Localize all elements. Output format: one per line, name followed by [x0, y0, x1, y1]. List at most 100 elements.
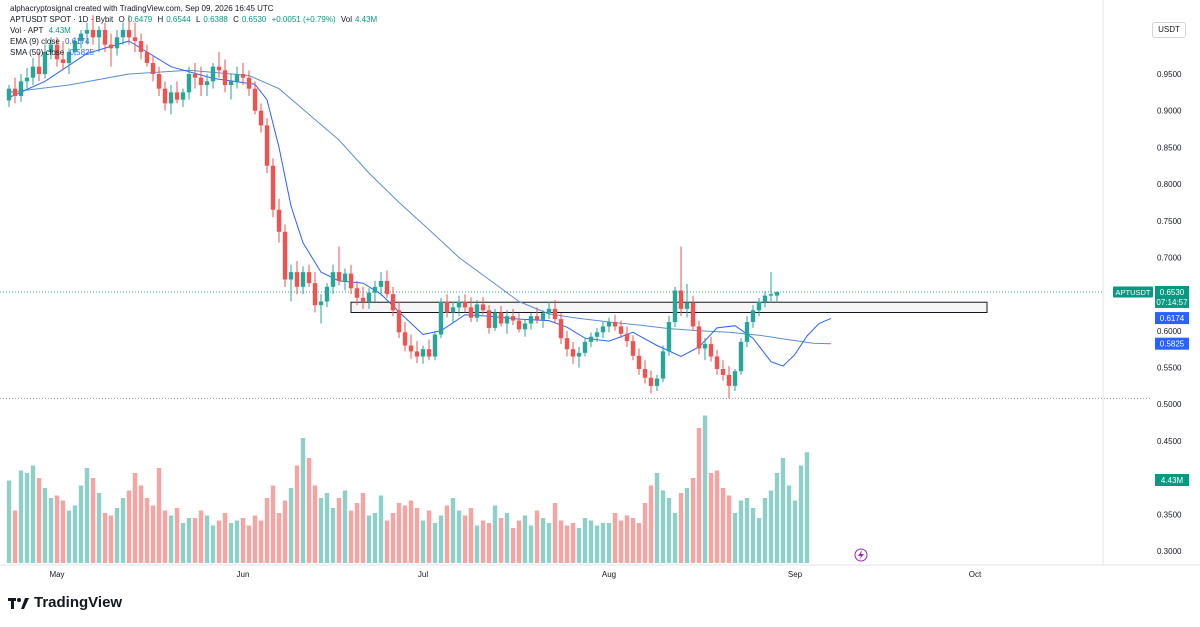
- candle-body: [726, 374, 732, 386]
- volume-bar: [354, 503, 360, 563]
- volume-bar: [702, 415, 708, 563]
- volume-legend[interactable]: Vol · APT 4.43M: [10, 25, 74, 36]
- credit-text: alphacryptosignal created with TradingVi…: [10, 4, 274, 13]
- candle-body: [564, 338, 570, 350]
- candle-body: [756, 301, 762, 311]
- volume-bar: [264, 498, 270, 563]
- candle-body: [330, 272, 336, 287]
- volume-bar: [396, 503, 402, 563]
- volume-bar: [618, 520, 624, 563]
- volume-bar: [168, 515, 174, 563]
- volume-bar: [198, 510, 204, 563]
- candle-body: [744, 322, 750, 342]
- volume-bar: [576, 528, 582, 563]
- sma-legend[interactable]: SMA (50) close 0.5825: [10, 47, 97, 58]
- chart-credit: alphacryptosignal created with TradingVi…: [10, 3, 277, 14]
- candle-body: [240, 74, 246, 78]
- candle-body: [426, 349, 432, 357]
- volume-bar: [222, 513, 228, 563]
- time-tick-label: Jul: [418, 570, 428, 579]
- candle-body: [6, 88, 12, 101]
- candle-body: [768, 294, 774, 296]
- volume-bar: [210, 525, 216, 563]
- candle-body: [690, 302, 696, 327]
- open-value: 0.6479: [127, 15, 153, 24]
- last-price-label: 0.6530: [1160, 288, 1185, 297]
- volume-indicator-name[interactable]: Vol · APT: [10, 26, 44, 35]
- volume-bar: [114, 508, 120, 563]
- volume-bar: [12, 510, 18, 563]
- candle-body: [474, 304, 480, 318]
- candle-body: [438, 301, 444, 335]
- volume-badge-bg: [1155, 474, 1189, 486]
- volume-bar: [720, 488, 726, 563]
- candle-body: [336, 272, 342, 281]
- volume-bar: [72, 505, 78, 563]
- candle-body: [606, 322, 612, 327]
- candle-body: [534, 316, 540, 320]
- volume-bar: [666, 498, 672, 563]
- volume-bar: [600, 523, 606, 563]
- close-value: 0.6530: [241, 15, 267, 24]
- candle-body: [402, 332, 408, 346]
- candle-body: [252, 88, 258, 111]
- price-tick-label: 0.9500: [1157, 70, 1182, 79]
- candle-body: [486, 310, 492, 328]
- candle-body: [468, 307, 474, 318]
- candle-body: [216, 66, 222, 71]
- low-label: L: [195, 15, 201, 24]
- candle-body: [456, 301, 462, 308]
- candle-body: [36, 66, 42, 74]
- candle-body: [480, 304, 486, 311]
- volume-bar: [708, 473, 714, 563]
- candle-body: [540, 313, 546, 320]
- volume-bar: [456, 510, 462, 563]
- ema-legend[interactable]: EMA (9) close 0.6174: [10, 36, 93, 47]
- volume-bar: [690, 478, 696, 563]
- volume-bar: [522, 515, 528, 563]
- volume-bar: [318, 498, 324, 563]
- candle-body: [120, 29, 126, 38]
- volume-bar: [792, 500, 798, 563]
- symbol-name[interactable]: APTUSDT SPOT · 1D · Bybit: [10, 15, 114, 24]
- candle-body: [648, 377, 654, 386]
- volume-bar: [282, 500, 288, 563]
- candle-body: [138, 40, 144, 52]
- price-tick-label: 0.8000: [1157, 180, 1182, 189]
- sma-indicator-name[interactable]: SMA (50) close: [10, 48, 65, 57]
- ema-indicator-name[interactable]: EMA (9) close: [10, 37, 60, 46]
- candle-body: [312, 283, 318, 306]
- volume-bar: [228, 523, 234, 563]
- volume-bar: [204, 515, 210, 563]
- volume-bar: [594, 525, 600, 563]
- tradingview-logo-text: TradingView: [34, 594, 123, 611]
- currency-button[interactable]: USDT: [1152, 22, 1186, 38]
- volume-bar: [120, 498, 126, 563]
- candle-body: [444, 301, 450, 313]
- candle-body: [432, 334, 438, 357]
- volume-bar: [90, 478, 96, 563]
- volume-bar: [360, 493, 366, 563]
- volume-bar: [588, 520, 594, 563]
- volume-bar: [102, 513, 108, 563]
- volume-bar: [750, 508, 756, 563]
- candle-body: [684, 302, 690, 309]
- candle-body: [168, 92, 174, 104]
- candle-body: [198, 77, 204, 86]
- candle-body: [276, 209, 282, 232]
- volume-bar: [564, 525, 570, 563]
- volume-bar: [654, 473, 660, 563]
- volume-badge-label: 4.43M: [1161, 476, 1184, 485]
- symbol-legend[interactable]: APTUSDT SPOT · 1D · Bybit O 0.6479 H 0.654…: [10, 14, 380, 25]
- candle-body: [666, 322, 672, 352]
- vol-value: 4.43M: [354, 15, 378, 24]
- candle-body: [528, 316, 534, 324]
- volume-bar: [756, 518, 762, 563]
- time-axis[interactable]: May Jun Jul Aug Sep Oct: [49, 570, 982, 579]
- vol-label: Vol: [340, 15, 352, 24]
- candle-body: [72, 40, 78, 52]
- candle-body: [264, 125, 270, 166]
- volume-bar: [462, 515, 468, 563]
